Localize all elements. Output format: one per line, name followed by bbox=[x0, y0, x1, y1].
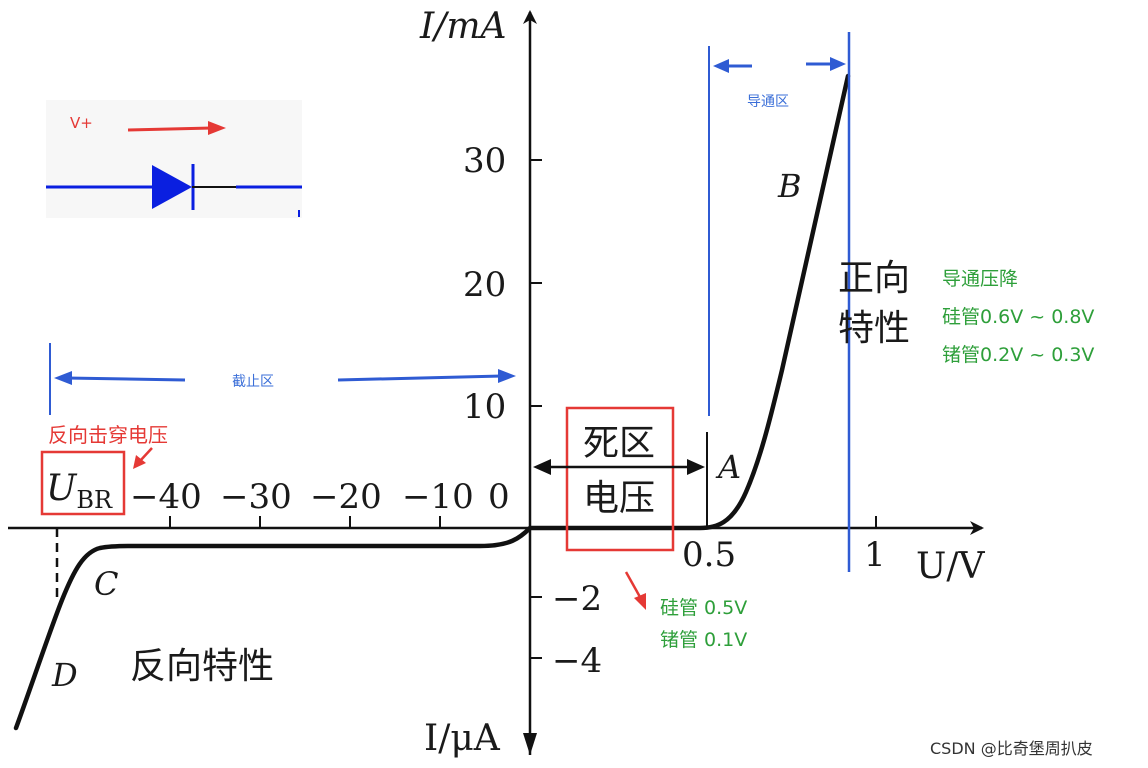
cutoff-arrow-right bbox=[337, 369, 516, 383]
x-tick-label-1: 1 bbox=[864, 535, 886, 575]
x-tick-label-neg20: −20 bbox=[310, 477, 382, 517]
x-tick-label-neg30: −30 bbox=[220, 477, 292, 517]
conduction-arrow-right bbox=[806, 57, 846, 71]
breakdown-pointer-arrow bbox=[133, 447, 153, 469]
x-tick-label-neg40: −40 bbox=[130, 477, 202, 517]
cutoff-arrow-left bbox=[54, 371, 186, 385]
forward-drop-ge: 锗管0.2V ~ 0.3V bbox=[942, 344, 1094, 366]
y-axis-down-arrow-icon bbox=[523, 733, 537, 755]
forward-drop-si: 硅管0.6V ~ 0.8V bbox=[942, 306, 1094, 328]
y-tick-label-30: 30 bbox=[463, 141, 506, 181]
diode-inset-background bbox=[46, 100, 302, 218]
ubr-highlight-box bbox=[40, 450, 126, 516]
breakdown-voltage-label: 反向击穿电压 bbox=[48, 423, 168, 447]
y-axis-label-top: I/mA bbox=[419, 6, 506, 47]
forward-char-label-line2: 特性 bbox=[838, 308, 910, 349]
dead-zone-ge-note: 锗管 0.1V bbox=[660, 629, 747, 651]
y-tick-label-20: 20 bbox=[463, 265, 506, 305]
point-c-label: C bbox=[94, 565, 118, 603]
conduction-region-label: 导通区 bbox=[747, 94, 789, 110]
y-tick-label-neg2: −2 bbox=[552, 579, 602, 619]
voltage-label: V+ bbox=[70, 114, 93, 132]
x-tick-label-0: 0 bbox=[488, 477, 510, 517]
diode-inset: V+ bbox=[46, 100, 302, 218]
diode-anode-triangle-icon bbox=[152, 165, 192, 209]
y-tick-label-10: 10 bbox=[463, 387, 506, 427]
conduction-arrow-left bbox=[713, 59, 752, 73]
reverse-char-label: 反向特性 bbox=[130, 646, 274, 687]
voltage-direction-arrow bbox=[127, 121, 226, 135]
ubr-label: UBR bbox=[46, 468, 113, 514]
dead-zone-pointer-arrow bbox=[624, 571, 646, 610]
x-axis-label: U/V bbox=[916, 546, 985, 587]
x-tick-label-neg10: −10 bbox=[402, 477, 474, 517]
dead-zone-width-arrow bbox=[533, 459, 705, 475]
dead-zone-highlight-box bbox=[565, 406, 675, 552]
x-tick-label-0-5: 0.5 bbox=[682, 535, 736, 575]
dead-zone-label-line2: 电压 bbox=[583, 478, 655, 519]
point-d-label: D bbox=[51, 656, 78, 694]
y-axis-label-bottom: I/μA bbox=[424, 718, 501, 759]
cutoff-region-label: 截止区 bbox=[232, 374, 274, 390]
forward-char-label-line1: 正向 bbox=[838, 258, 910, 299]
point-a-label: A bbox=[715, 448, 741, 486]
point-b-label: B bbox=[777, 167, 802, 205]
dead-zone-si-note: 硅管 0.5V bbox=[660, 597, 747, 619]
axes bbox=[8, 10, 984, 755]
dead-zone-label-line1: 死区 bbox=[583, 423, 655, 464]
watermark: CSDN @比奇堡周扒皮 bbox=[930, 739, 1093, 758]
y-tick-label-neg4: −4 bbox=[552, 641, 602, 681]
forward-drop-title: 导通压降 bbox=[942, 268, 1018, 290]
iv-curve bbox=[13, 73, 851, 731]
